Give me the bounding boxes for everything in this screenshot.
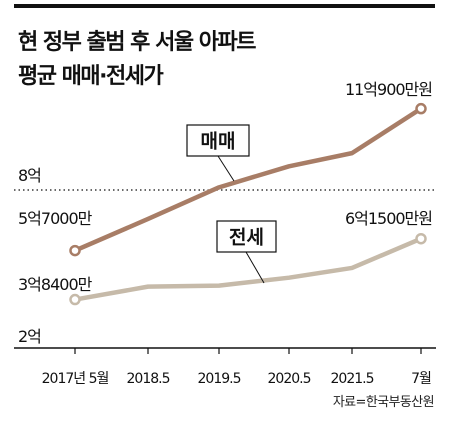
callout-leader xyxy=(245,251,265,284)
chart-title-line-1: 현 정부 출범 후 서울 아파트 xyxy=(18,30,256,55)
series-end-point-1 xyxy=(415,232,427,245)
series-line-1 xyxy=(72,236,424,302)
top-rule xyxy=(14,4,435,8)
x-tick-label: 2018.5 xyxy=(127,371,170,387)
series-end-point-0 xyxy=(415,102,427,115)
x-tick-label: 2019.5 xyxy=(198,371,241,387)
x-tick-label: 2020.5 xyxy=(268,371,311,387)
callout-leader xyxy=(217,155,235,182)
jeonse-end-label: 6억1500만원 xyxy=(345,209,432,228)
series-start-point-0 xyxy=(69,244,81,257)
series-callout-box xyxy=(216,220,277,253)
series-callout-label: 전세 xyxy=(229,227,264,249)
x-tick-label: 2017년 5월 xyxy=(42,371,109,387)
series-start-point-1 xyxy=(69,293,81,306)
series-callout-box xyxy=(186,124,250,157)
source-note: 자료=한국부동산원 xyxy=(332,395,435,410)
sale-end-label: 11억900만원 xyxy=(345,80,432,99)
series-callout-label: 매매 xyxy=(201,131,236,153)
chart-title-line-2: 평균 매매·전세가 xyxy=(18,64,164,89)
sale-start-label: 5억7000만 xyxy=(18,209,93,228)
series-line-0 xyxy=(72,106,424,253)
y-tick-label: 8억 xyxy=(18,166,41,185)
x-tick-label: 7월 xyxy=(411,371,431,387)
x-tick-label: 2021.5 xyxy=(331,371,374,387)
jeonse-start-label: 3억8400만 xyxy=(18,275,93,294)
y-tick-label: 2억 xyxy=(18,327,41,346)
